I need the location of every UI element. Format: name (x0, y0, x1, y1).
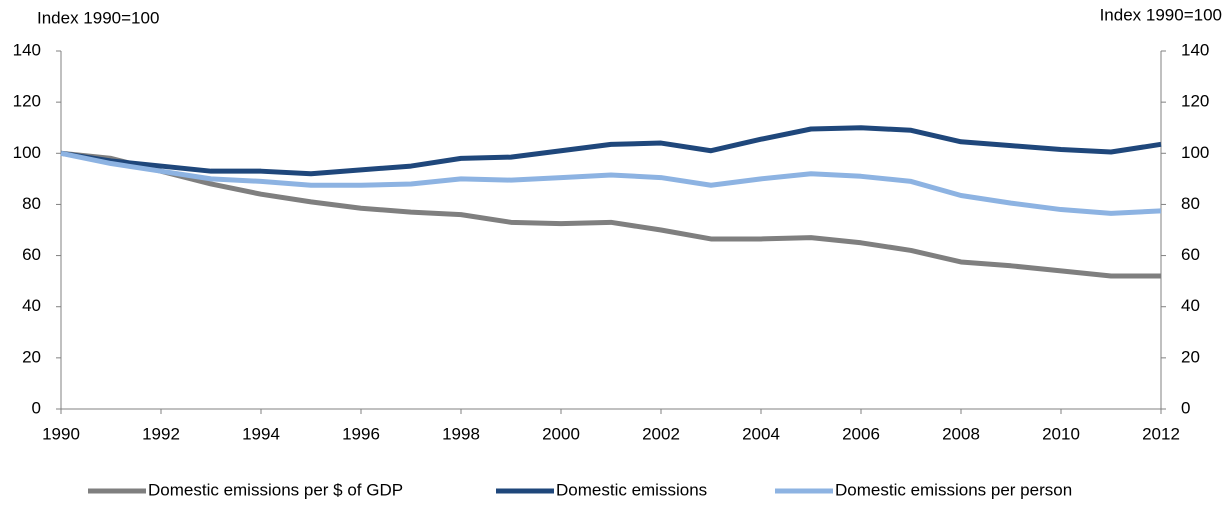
x-tick-label: 2004 (742, 424, 780, 443)
series-line (60, 150, 1161, 279)
x-tick-label: 1994 (242, 424, 280, 443)
y-tick-label: 120 (13, 92, 41, 111)
y-tick-label: 60 (22, 245, 41, 264)
y-tick-label: 20 (22, 347, 41, 366)
x-tick-label: 2012 (1142, 424, 1180, 443)
x-tick-label: 2010 (1042, 424, 1080, 443)
series-line (60, 150, 1162, 216)
y2-tick-label: 140 (1181, 40, 1209, 59)
x-tick-label: 2006 (842, 424, 880, 443)
x-tick-label: 2008 (942, 424, 980, 443)
legend-label: Domestic emissions (556, 480, 707, 499)
y-tick-label: 0 (32, 398, 41, 417)
x-tick-label: 2002 (642, 424, 680, 443)
y2-tick-label: 20 (1181, 347, 1200, 366)
y-axis-label: Index 1990=100 (37, 8, 159, 27)
y2-tick-label: 120 (1181, 92, 1209, 111)
legend-label: Domestic emissions per person (835, 480, 1072, 499)
y-tick-label: 40 (22, 296, 41, 315)
y2-tick-label: 0 (1181, 398, 1190, 417)
x-tick-label: 1990 (42, 424, 80, 443)
legend-label: Domestic emissions per $ of GDP (148, 480, 403, 499)
x-tick-label: 1996 (342, 424, 380, 443)
y-tick-label: 100 (13, 143, 41, 162)
series-line (60, 125, 1162, 177)
y-tick-label: 140 (13, 40, 41, 59)
x-tick-label: 2000 (542, 424, 580, 443)
y2-tick-label: 80 (1181, 194, 1200, 213)
y2-tick-label: 40 (1181, 296, 1200, 315)
y-tick-label: 80 (22, 194, 41, 213)
x-tick-label: 1992 (142, 424, 180, 443)
x-tick-label: 1998 (442, 424, 480, 443)
y2-tick-label: 60 (1181, 245, 1200, 264)
y2-axis-label: Index 1990=100 (1100, 5, 1222, 24)
y2-tick-label: 100 (1181, 143, 1209, 162)
